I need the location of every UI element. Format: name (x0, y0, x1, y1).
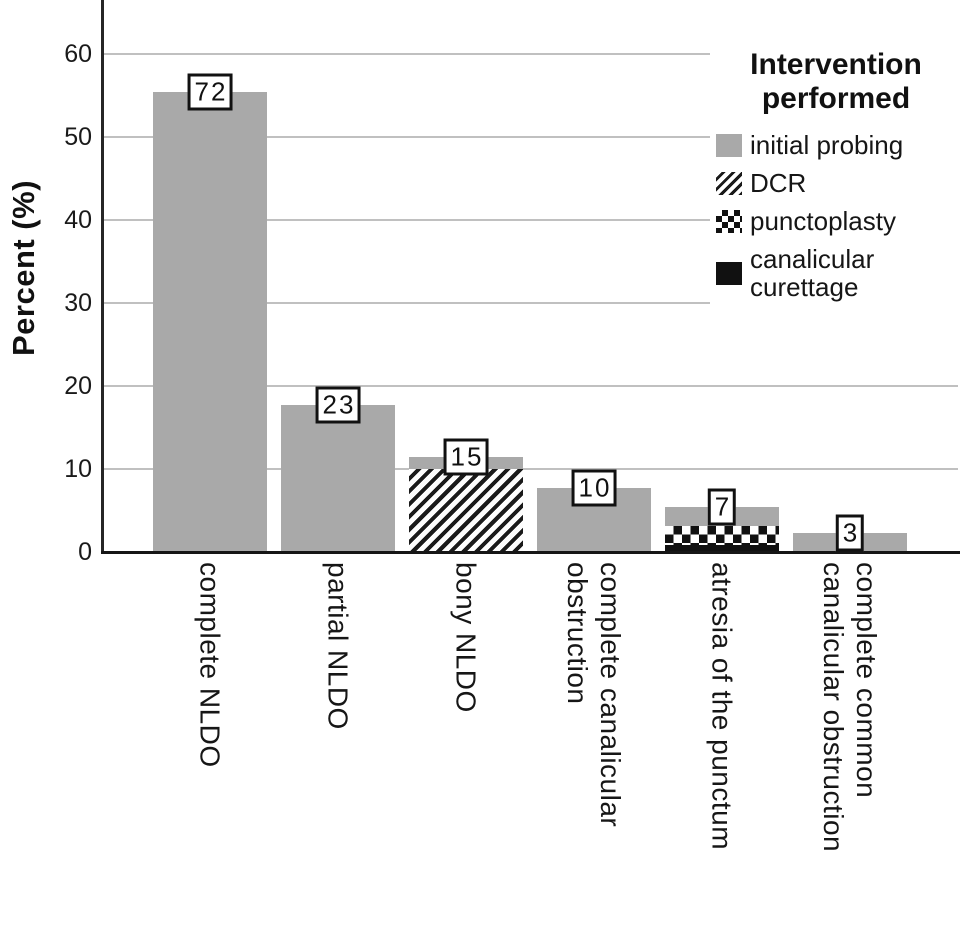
y-tick-label-30: 30 (64, 289, 92, 317)
gray-swatch-icon (716, 133, 742, 157)
y-tick-label-10: 10 (64, 455, 92, 483)
y-axis-line (101, 0, 104, 554)
black-swatch-icon (716, 261, 742, 285)
legend-items: initial probing DCR punctoplasty canalicula… (710, 131, 962, 301)
hatch-swatch-icon (716, 171, 742, 195)
value-label-box: 7 (707, 488, 737, 526)
value-label-box: 3 (835, 514, 865, 552)
legend-item-canalicular: canalicular curettage (716, 245, 962, 301)
value-label-box: 10 (571, 469, 617, 507)
gridline-50 (104, 136, 958, 138)
gridline-10 (104, 468, 958, 470)
bar-segment-checker (665, 526, 779, 546)
x-tick-label: complete NLDO (194, 562, 226, 768)
legend-title: Intervention performed (750, 48, 922, 115)
bar-segment-hatch (409, 469, 523, 552)
bar-segment-gray (153, 92, 267, 552)
y-tick-label-50: 50 (64, 123, 92, 151)
legend-item-label: punctoplasty (750, 206, 896, 236)
bar-segment-gray (281, 405, 395, 552)
gridline-20 (104, 385, 958, 387)
x-tick-label: bony NLDO (450, 562, 482, 713)
gridline-40 (104, 219, 958, 221)
legend-item-label: canalicular curettage (750, 244, 875, 302)
checker-swatch-icon (716, 209, 742, 233)
legend: Intervention performed initial probing DC… (710, 46, 962, 311)
x-tick-label: complete common canalicular obstruction (818, 562, 882, 853)
legend-item-punctoplasty: punctoplasty (716, 207, 962, 235)
gridline-30 (104, 302, 958, 304)
value-label-box: 23 (315, 386, 361, 424)
y-tick-label-40: 40 (64, 206, 92, 234)
value-label-box: 72 (187, 73, 233, 111)
x-tick-label: partial NLDO (322, 562, 354, 730)
legend-item-initial-probing: initial probing (716, 131, 962, 159)
x-tick-label: atresia of the punctum (706, 562, 738, 851)
x-axis-line (101, 551, 960, 554)
y-tick-label-20: 20 (64, 372, 92, 400)
x-tick-label: complete canalicular obstruction (562, 562, 626, 828)
legend-item-dcr: DCR (716, 169, 962, 197)
y-tick-label-0: 0 (78, 538, 92, 566)
legend-item-label: initial probing (750, 130, 904, 160)
y-tick-label-60: 60 (64, 40, 92, 68)
legend-item-label: DCR (750, 168, 807, 198)
value-label-box: 15 (443, 438, 489, 476)
gridline-60 (104, 53, 958, 55)
bar-segment-black (665, 545, 779, 552)
bar-3 (409, 456, 523, 552)
bar-1 (153, 92, 267, 552)
bar-2 (281, 405, 395, 552)
